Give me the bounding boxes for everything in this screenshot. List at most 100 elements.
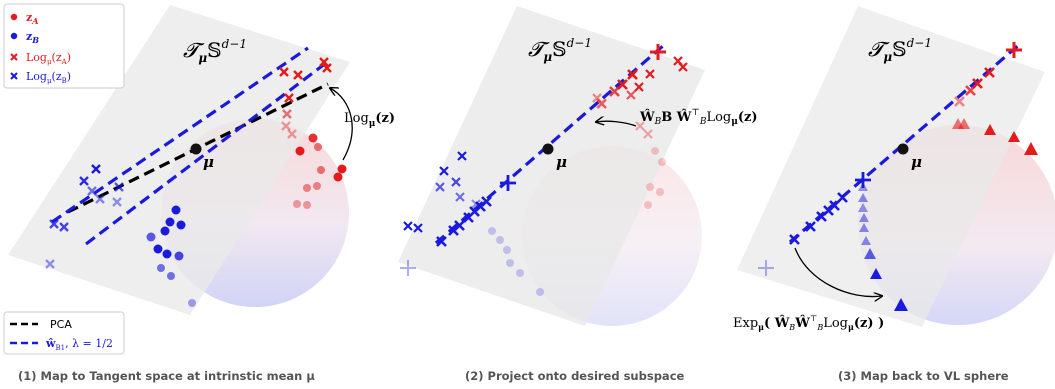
panel-1: 𝓣μ𝕊d−1 [3, 3, 395, 383]
projected-cross [454, 220, 465, 231]
legend-marker-log-zb [10, 72, 18, 80]
projected-cross [829, 200, 840, 211]
orig-plus [400, 260, 416, 276]
projected-cross [627, 69, 638, 80]
orig-red-crosses-2 [592, 56, 688, 139]
blue-triangles-3 [858, 182, 908, 311]
faded-dot [644, 201, 652, 209]
red-dots-1 [293, 133, 347, 209]
faded-blue-plus-3 [758, 260, 774, 276]
projected-cross [837, 192, 848, 203]
projected-plus [855, 172, 871, 188]
blue-triangle [858, 193, 868, 202]
faded-dot [651, 147, 659, 155]
faded-plus [758, 260, 774, 276]
legend-top-box [3, 3, 125, 89]
red-dot [313, 182, 321, 190]
projected-blue-3 [789, 172, 871, 245]
red-triangles-3 [952, 118, 1038, 155]
caption-1: (1) Map to Tangent space at intrinstic m… [18, 369, 315, 383]
projected-cross [805, 221, 816, 232]
blue-dot [157, 264, 165, 272]
blue-triangle [861, 236, 871, 245]
blue-cross [114, 182, 124, 192]
red-dot [293, 200, 301, 208]
blue-dot [146, 232, 156, 242]
mean-label-1: μ [203, 153, 214, 171]
faded-dot [496, 236, 504, 244]
blue-cross [45, 259, 55, 269]
blue-dot [153, 244, 163, 254]
red-dot [303, 201, 311, 209]
faded-dot [503, 246, 511, 254]
blue-triangle [858, 203, 868, 212]
projected-red-3 [954, 42, 1022, 107]
orig-blue-crosses-2 [403, 151, 481, 233]
exp-map-arrow [794, 247, 882, 297]
faded-dot [656, 188, 664, 196]
blue-dot [167, 272, 175, 280]
legend-label-log-za: Logμ(zA) [26, 51, 71, 66]
panel-3: 𝓣μ𝕊d−1 [733, 6, 1055, 383]
faded-dot [536, 288, 544, 296]
blue-triangle [859, 223, 869, 232]
mean-point-2 [542, 143, 554, 155]
panel-2: 𝓣μ𝕊d−1 [398, 6, 758, 383]
orig-cross [645, 69, 655, 79]
red-cross [293, 70, 303, 80]
orig-cross [635, 121, 645, 131]
red-dot [333, 172, 343, 182]
blue-cross [95, 194, 105, 204]
blue-cross [87, 186, 97, 196]
legend-label-pca: PCA [50, 318, 72, 331]
faded-dot [488, 227, 496, 235]
projected-cross [954, 96, 965, 107]
red-cross [319, 57, 329, 67]
blue-triangle [870, 268, 882, 279]
blue-dots-1 [146, 205, 196, 307]
red-dot [337, 164, 347, 174]
red-crosses-1 [279, 57, 332, 139]
red-cross [287, 129, 297, 139]
faded-blue-dots-2 [488, 227, 544, 296]
projected-cross [609, 86, 620, 97]
blue-cross [91, 164, 101, 174]
blue-cross [112, 197, 122, 207]
tangent-plane-2 [398, 6, 705, 326]
mean-label-2: μ [556, 153, 567, 171]
orig-cross [457, 151, 467, 161]
legend-marker-log-za [10, 53, 18, 61]
blue-dot [176, 220, 186, 230]
red-cross [322, 63, 332, 73]
red-cross [284, 93, 294, 103]
projected-blue-2 [436, 175, 516, 247]
projected-cross [789, 234, 800, 245]
orig-cross [451, 177, 461, 187]
blue-crosses-1 [45, 164, 124, 269]
red-triangle [1024, 142, 1038, 155]
red-dot [308, 133, 318, 143]
projected-plus [500, 175, 516, 191]
faded-dot [506, 259, 514, 267]
orig-cross [413, 223, 423, 233]
red-cross [281, 121, 291, 131]
orig-cross [455, 192, 465, 202]
red-dot [295, 146, 305, 156]
projected-red-2 [596, 44, 666, 109]
orig-cross [678, 62, 688, 72]
orig-cross [643, 129, 653, 139]
faded-dot [646, 183, 654, 191]
blue-dot [162, 249, 172, 259]
projected-cross [481, 196, 492, 207]
projected-cross [596, 98, 607, 109]
blue-triangle [894, 298, 908, 311]
projected-plus [650, 44, 666, 60]
red-triangle [958, 118, 970, 129]
blue-dot [165, 217, 175, 227]
exp-map-label: Expμ( ŴBŴ⊤BLogμ(z) ) [733, 314, 884, 332]
blue-triangle [858, 182, 868, 191]
legend-marker-za [10, 13, 18, 21]
log-map-arrow [330, 88, 353, 161]
mean-point-1 [190, 143, 202, 155]
